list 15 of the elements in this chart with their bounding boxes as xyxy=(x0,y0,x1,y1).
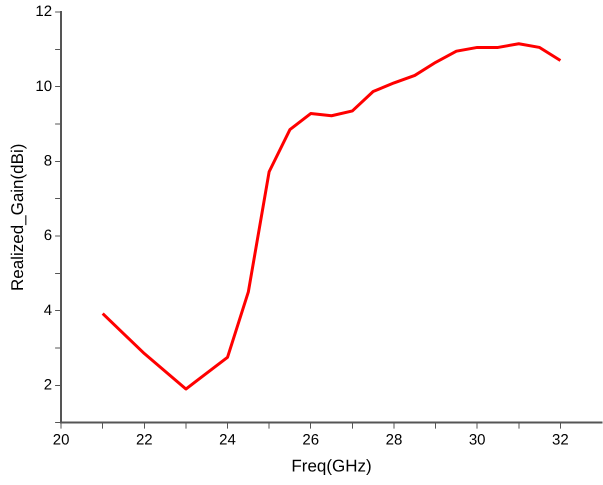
x-tick-label: 20 xyxy=(52,432,70,449)
x-tick-label: 32 xyxy=(552,432,569,449)
y-axis-title: Realized_Gain(dBi) xyxy=(8,144,27,292)
y-tick-label: 8 xyxy=(44,152,52,170)
y-tick-label: 6 xyxy=(44,227,52,244)
x-tick-label: 22 xyxy=(136,432,153,449)
x-tick-label: 28 xyxy=(386,432,402,449)
x-tick-label: 24 xyxy=(219,432,236,449)
x-tick-label: 30 xyxy=(468,432,486,449)
x-tick-label: 26 xyxy=(302,432,320,449)
y-tick-label: 2 xyxy=(44,376,52,394)
y-tick-label: 4 xyxy=(44,302,52,319)
y-tick-label: 12 xyxy=(35,3,52,20)
x-axis-title: Freq(GHz) xyxy=(291,456,372,476)
y-tick-label: 10 xyxy=(35,78,52,95)
